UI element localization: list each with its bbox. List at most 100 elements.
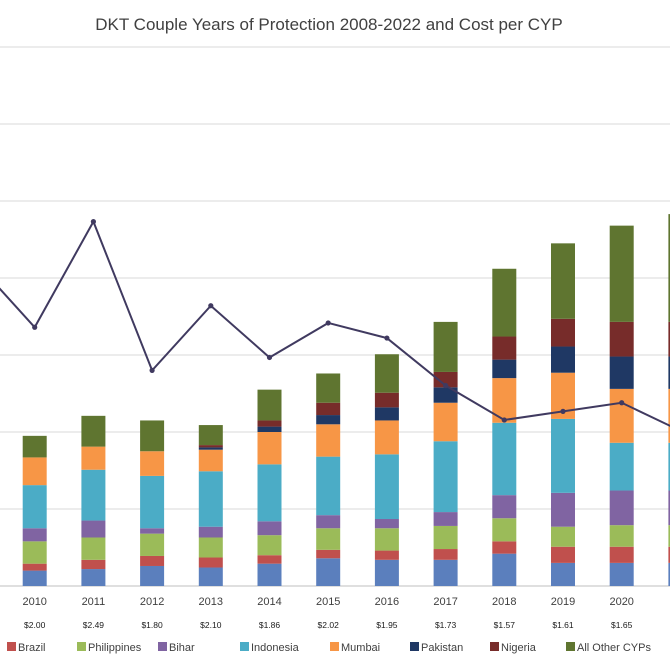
bar-segment-nigeria [316, 402, 341, 416]
legend-label: Indonesia [251, 642, 300, 654]
bar-segment-philippines [609, 525, 634, 547]
bar-segment-series-1 [374, 559, 399, 586]
cost-label: $1.86 [259, 620, 281, 630]
bar-segment-philippines [668, 525, 670, 547]
bar-segment-nigeria [492, 336, 517, 360]
bar-segment-philippines [492, 518, 517, 542]
legend-swatch [330, 642, 339, 651]
bar-segment-all-other-cyps [81, 415, 106, 447]
bar-segment-mumbai [374, 420, 399, 455]
cost-label: $1.95 [376, 620, 398, 630]
legend-label: Philippines [88, 642, 142, 654]
bar-segment-mumbai [81, 446, 106, 470]
bar-segment-brazil [81, 559, 106, 570]
bar-segment-bihar [551, 492, 575, 527]
legend-swatch [566, 642, 575, 651]
bar-segment-bihar [668, 490, 670, 526]
bar-segment-pakistan [433, 387, 458, 403]
bar-segment-series-1 [316, 558, 341, 586]
bar-segment-indonesia [433, 441, 458, 513]
bar-segment-pakistan [551, 346, 575, 373]
bar-segment-brazil [316, 549, 341, 559]
bar-segment-philippines [374, 528, 399, 551]
bar-segment-all-other-cyps [257, 389, 282, 421]
x-tick-label: 2013 [199, 596, 223, 608]
cost-label: $2.10 [200, 620, 222, 630]
bar-segment-mumbai [609, 388, 634, 443]
cost-label: $2.00 [24, 620, 46, 630]
bar-segment-brazil [609, 546, 634, 563]
bar-segment-nigeria [198, 445, 223, 448]
bar-segment-nigeria [551, 318, 575, 347]
x-tick-label: 2012 [140, 596, 164, 608]
cost-label: $2.02 [318, 620, 340, 630]
x-tick-label: 2016 [375, 596, 399, 608]
cost-per-cyp-line [0, 219, 670, 427]
x-tick-label: 2015 [316, 596, 340, 608]
bar-segment-bihar [609, 490, 634, 526]
legend-label: Bihar [169, 642, 195, 654]
bar-segment-mumbai [22, 457, 47, 486]
bar-segment-series-1 [22, 570, 47, 586]
cost-line-point [32, 324, 38, 330]
cost-line-point [501, 417, 507, 423]
legend-swatch [240, 642, 249, 651]
bar-segment-series-1 [81, 569, 106, 586]
legend-label: Pakistan [421, 642, 463, 654]
cost-label: $2.49 [83, 620, 105, 630]
legend-label: Nigeria [501, 642, 537, 654]
bar-segment-brazil [257, 555, 282, 564]
bar-segment-bihar [257, 521, 282, 536]
cost-line-point [384, 335, 390, 341]
bar-segment-bihar [198, 526, 223, 538]
bar-segment-mumbai [668, 388, 670, 443]
legend-label: Brazil [18, 642, 46, 654]
legend-label: Mumbai [341, 642, 380, 654]
bar-segment-nigeria [668, 321, 670, 357]
bar-segment-mumbai [198, 449, 223, 472]
bar-segment-series-1 [198, 567, 223, 586]
bar-segment-indonesia [374, 454, 399, 520]
x-tick-label: 2020 [609, 596, 633, 608]
bar-segment-pakistan [609, 356, 634, 389]
bar-segment-pakistan [257, 426, 282, 432]
bar-segment-mumbai [433, 402, 458, 442]
bar-segment-indonesia [198, 471, 223, 527]
bar-segment-all-other-cyps [22, 435, 47, 458]
bar-segment-nigeria [374, 392, 399, 408]
x-tick-label: 2014 [257, 596, 281, 608]
bar-segment-pakistan [316, 415, 341, 425]
bar-segment-nigeria [609, 321, 634, 357]
legend-swatch [158, 642, 167, 651]
bar-segment-brazil [374, 550, 399, 560]
bar-segment-brazil [140, 555, 165, 566]
bar-segment-series-1 [140, 565, 165, 586]
x-tick-label: 2010 [22, 596, 46, 608]
bar-segment-indonesia [316, 456, 341, 516]
bar-segment-philippines [316, 528, 341, 550]
cost-labels: $2.00 $2.49 $1.80 $2.10 $1.86 $2.02 $1.95 $1.73… [24, 620, 633, 630]
bar-segment-indonesia [22, 485, 47, 529]
bar-segment-all-other-cyps [198, 425, 223, 446]
bar-segment-all-other-cyps [668, 214, 670, 322]
bar-segment-all-other-cyps [492, 268, 517, 337]
x-tick-label: 2017 [433, 596, 457, 608]
cost-line-point [325, 320, 331, 326]
bar-segment-nigeria [433, 371, 458, 388]
bar-segment-mumbai [316, 424, 341, 457]
bar-segment-pakistan [374, 407, 399, 421]
bar-segment-pakistan [198, 447, 223, 450]
cost-label: $1.57 [494, 620, 516, 630]
bar-segment-bihar [81, 520, 106, 538]
bar-segment-philippines [140, 533, 165, 556]
chart-title: DKT Couple Years of Protection 2008-2022… [95, 15, 562, 34]
legend: Brazil Philippines Bihar Indonesia Mumbai Pak… [7, 642, 651, 654]
legend-swatch [410, 642, 419, 651]
bar-segment-all-other-cyps [551, 243, 575, 319]
bar-segment-indonesia [609, 442, 634, 491]
x-tick-label: 2019 [551, 596, 575, 608]
bar-segment-bihar [316, 515, 341, 529]
bar-segment-series-1 [609, 562, 634, 586]
bar-segment-all-other-cyps [609, 225, 634, 322]
